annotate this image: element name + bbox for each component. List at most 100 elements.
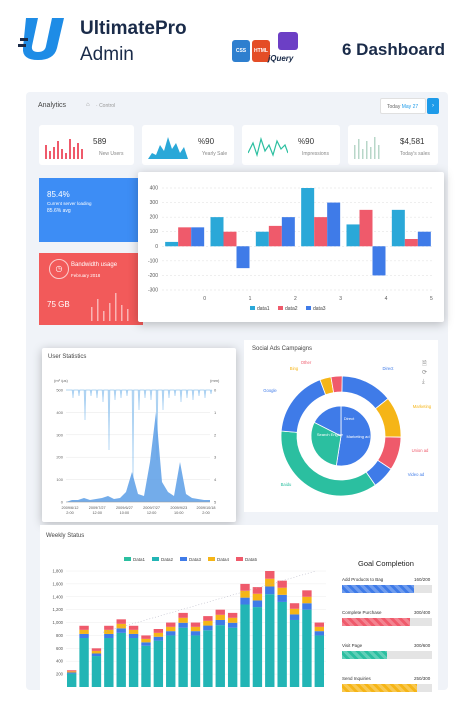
bar-data3 bbox=[302, 603, 312, 610]
bar-data4 bbox=[166, 626, 176, 632]
legend-label: Data1 bbox=[133, 557, 146, 562]
x-tick-label: 4 bbox=[385, 296, 388, 302]
x-tick-label: 2009/6/12 bbox=[62, 506, 79, 510]
bar-data2 bbox=[404, 239, 418, 247]
x-tick-label: 10:00 bbox=[120, 511, 130, 515]
y-tick-label: -300 bbox=[148, 288, 158, 294]
x-tick-label: 1 bbox=[249, 296, 252, 302]
bar-data1 bbox=[255, 231, 269, 247]
bar-data2 bbox=[67, 673, 77, 687]
trend-line bbox=[103, 570, 317, 633]
y-tick-label: 0 bbox=[155, 244, 158, 250]
bar-data3 bbox=[203, 625, 213, 631]
bar-data3 bbox=[190, 631, 201, 636]
bar-data4 bbox=[128, 629, 139, 634]
pie-label: Direct bbox=[344, 416, 355, 421]
bar-data4 bbox=[153, 632, 164, 637]
bar-data4 bbox=[116, 623, 126, 629]
y-tick-label: 100 bbox=[56, 477, 63, 482]
bar-data5 bbox=[67, 670, 77, 672]
bar-data3 bbox=[153, 636, 164, 641]
donut-label: Union ad bbox=[412, 448, 429, 453]
y-tick-label: 400 bbox=[150, 186, 159, 192]
legend-swatch bbox=[236, 557, 243, 561]
bar-data1 bbox=[346, 224, 360, 247]
weekly-status-chart: Data1 Data2 Data3 Data4 Data5 1,800 1,600 1,400… bbox=[53, 557, 326, 687]
bar-data2 bbox=[166, 635, 176, 687]
y-tick-label: 800 bbox=[56, 633, 64, 638]
y-tick-label: 1,400 bbox=[53, 594, 64, 599]
bar-data5 bbox=[79, 625, 89, 630]
y2-tick-label: 3 bbox=[214, 455, 217, 460]
bar-data1 bbox=[165, 241, 179, 247]
bar-data5 bbox=[277, 580, 287, 588]
server-load-card: 85.4% Current server loading 85.6% avg bbox=[39, 178, 143, 242]
bar-data1 bbox=[210, 217, 224, 247]
bar-data4 bbox=[104, 629, 114, 634]
calendar-button[interactable]: › bbox=[427, 98, 439, 114]
y-tick-label: 1,000 bbox=[53, 620, 64, 625]
y-tick-label: 1,200 bbox=[53, 607, 64, 612]
bar-data4 bbox=[265, 578, 275, 587]
bar-data5 bbox=[314, 622, 324, 627]
y-tick-label: -200 bbox=[148, 273, 158, 279]
html5-icon: HTML bbox=[252, 40, 270, 62]
bar-data2 bbox=[190, 635, 201, 687]
bar-data1 bbox=[391, 209, 405, 247]
bar-data4 bbox=[67, 671, 77, 673]
legend-swatch bbox=[124, 557, 131, 561]
goal-label: Visit Page bbox=[342, 643, 363, 648]
bar-data4 bbox=[289, 608, 300, 615]
bar-data3 bbox=[215, 619, 225, 626]
bar-data5 bbox=[203, 616, 213, 621]
bar-data5 bbox=[128, 625, 139, 630]
y-tick-label: 200 bbox=[56, 455, 63, 460]
date-picker[interactable]: Today May 27 bbox=[380, 98, 426, 114]
pie-label: Marketing ad bbox=[346, 434, 369, 439]
goal-label: Add Products to Bag bbox=[342, 577, 384, 582]
bar-data5 bbox=[302, 590, 312, 597]
breadcrumb[interactable]: · Control bbox=[96, 103, 116, 109]
y2-tick-label: 2 bbox=[214, 432, 217, 437]
home-icon[interactable]: ⌂ bbox=[86, 102, 90, 108]
bar-data3 bbox=[240, 597, 250, 605]
bar-data2 bbox=[265, 594, 275, 687]
bar-data2 bbox=[128, 638, 139, 687]
donut-label: Google bbox=[263, 388, 277, 393]
bar-data2 bbox=[268, 225, 282, 247]
page-title: Analytics bbox=[38, 102, 67, 109]
bar-data1 bbox=[301, 188, 315, 247]
bar-data3 bbox=[128, 633, 139, 639]
goal-progress-track bbox=[342, 684, 432, 692]
bar-data3 bbox=[116, 628, 126, 633]
bar-data4 bbox=[215, 614, 225, 620]
x-tick-label: 3 bbox=[339, 296, 342, 302]
bar-data5 bbox=[265, 571, 275, 579]
bar-data4 bbox=[79, 629, 89, 634]
y-tick-label: 0 bbox=[61, 500, 64, 505]
bar-data4 bbox=[314, 626, 324, 632]
bar-data2 bbox=[277, 601, 287, 687]
y-tick-label: 400 bbox=[56, 410, 63, 415]
x-tick-label: 0 bbox=[203, 296, 206, 302]
bar-data3 bbox=[79, 633, 89, 639]
bar-data5 bbox=[227, 612, 238, 618]
jquery-logo: jQuery bbox=[268, 32, 306, 66]
card-tools[interactable]: 🗎 ⟳ ⤓ bbox=[422, 361, 428, 385]
x-tick-label: 5 bbox=[430, 296, 433, 302]
bar-data2 bbox=[153, 640, 164, 687]
bar-data5 bbox=[190, 622, 201, 627]
bar-data3 bbox=[191, 227, 205, 247]
bar-data3 bbox=[281, 217, 295, 247]
bar-data2 bbox=[215, 625, 225, 687]
bar-data5 bbox=[289, 603, 300, 609]
bar-data2 bbox=[252, 607, 263, 687]
bar-data2 bbox=[178, 227, 192, 247]
brand-logo-icon bbox=[18, 14, 70, 64]
user-statistics-card: User Statistics (m³ /μs) (mm) 500 400 300 2… bbox=[42, 348, 236, 522]
bar-data4 bbox=[252, 593, 263, 601]
bar-data3 bbox=[141, 642, 151, 646]
donut-label: Marketing bbox=[413, 404, 432, 409]
bar-data2 bbox=[116, 632, 126, 687]
bar-data5 bbox=[178, 612, 188, 618]
